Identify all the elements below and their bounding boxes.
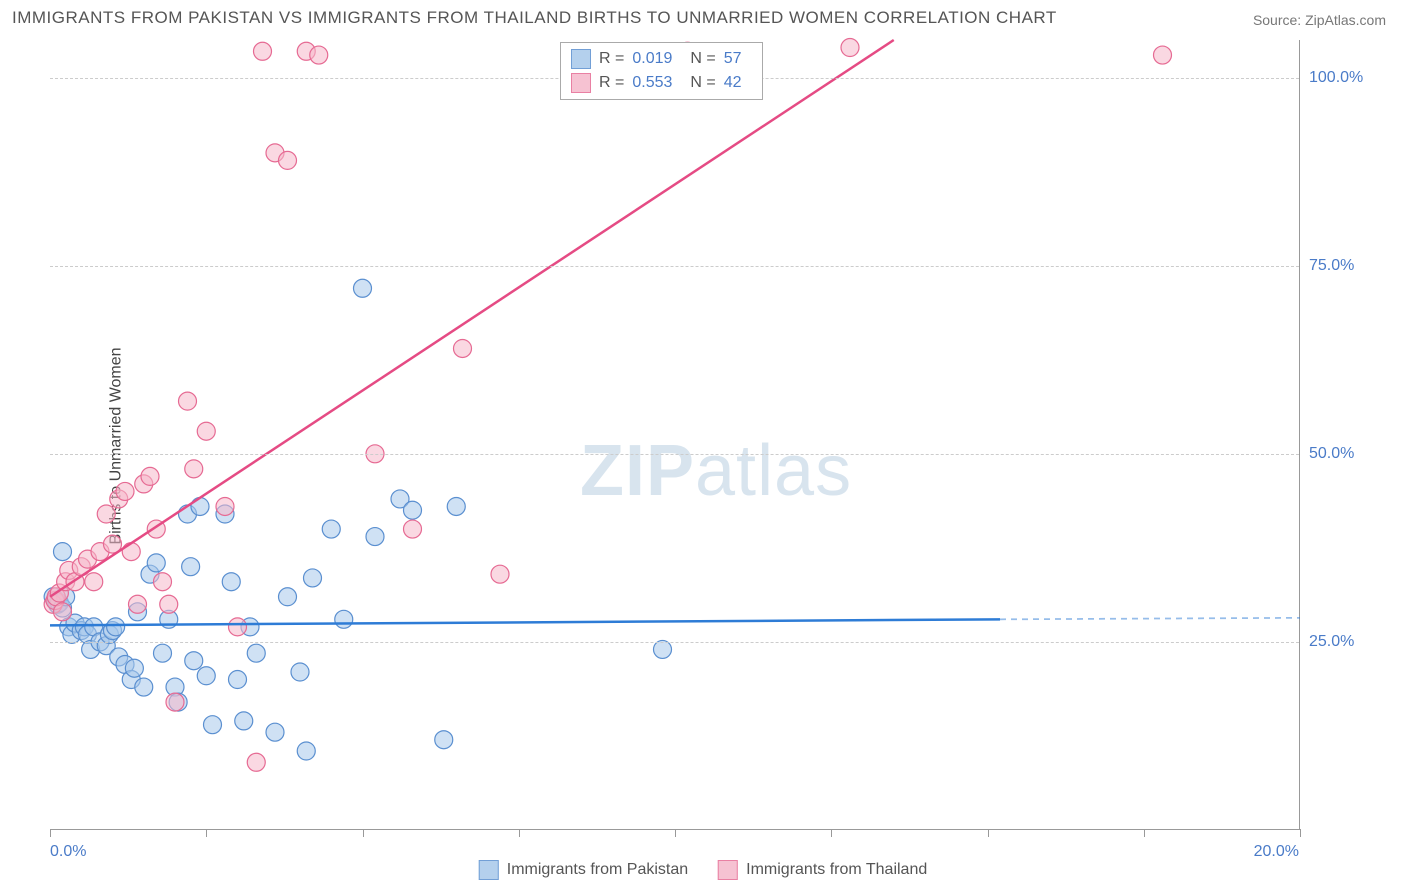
- chart-container: IMMIGRANTS FROM PAKISTAN VS IMMIGRANTS F…: [0, 0, 1406, 892]
- legend-item-pakistan: Immigrants from Pakistan: [479, 860, 688, 880]
- data-point: [54, 603, 72, 621]
- data-point: [179, 392, 197, 410]
- data-point: [447, 497, 465, 515]
- data-point: [160, 595, 178, 613]
- data-point: [841, 39, 859, 57]
- gridline-h: [50, 454, 1299, 455]
- data-point: [135, 678, 153, 696]
- data-point: [454, 339, 472, 357]
- x-tick: [206, 829, 207, 837]
- swatch-pakistan-icon: [479, 860, 499, 880]
- legend-item-thailand: Immigrants from Thailand: [718, 860, 927, 880]
- data-point: [404, 520, 422, 538]
- x-label-min: 0.0%: [50, 843, 86, 861]
- x-tick: [50, 829, 51, 837]
- data-point: [185, 460, 203, 478]
- data-point: [310, 46, 328, 64]
- data-point: [147, 554, 165, 572]
- data-point: [435, 731, 453, 749]
- legend-row-thailand: R = 0.553 N = 42: [571, 71, 752, 95]
- data-point: [154, 573, 172, 591]
- data-point: [141, 467, 159, 485]
- data-point: [166, 693, 184, 711]
- data-point: [204, 716, 222, 734]
- data-point: [125, 659, 143, 677]
- correlation-legend: R = 0.019 N = 57 R = 0.553 N = 42: [560, 42, 763, 100]
- data-point: [297, 742, 315, 760]
- data-point: [116, 482, 134, 500]
- r-value-pakistan: 0.019: [632, 50, 672, 68]
- gridline-h: [50, 266, 1299, 267]
- x-tick: [363, 829, 364, 837]
- n-value-pakistan: 57: [724, 50, 742, 68]
- r-label: R =: [599, 74, 624, 92]
- data-point: [279, 151, 297, 169]
- chart-svg: [50, 40, 1299, 829]
- legend-label-pakistan: Immigrants from Pakistan: [507, 861, 688, 879]
- gridline-h: [50, 642, 1299, 643]
- x-tick: [831, 829, 832, 837]
- data-point: [122, 543, 140, 561]
- regression-line: [50, 40, 894, 597]
- series-legend: Immigrants from Pakistan Immigrants from…: [479, 860, 928, 880]
- r-label: R =: [599, 50, 624, 68]
- data-point: [491, 565, 509, 583]
- data-point: [247, 753, 265, 771]
- x-tick: [1144, 829, 1145, 837]
- y-tick-label: 50.0%: [1309, 445, 1369, 463]
- data-point: [107, 618, 125, 636]
- data-point: [216, 497, 234, 515]
- n-label: N =: [690, 50, 715, 68]
- data-point: [191, 497, 209, 515]
- data-point: [229, 618, 247, 636]
- x-label-max: 20.0%: [1254, 843, 1299, 861]
- r-value-thailand: 0.553: [632, 74, 672, 92]
- swatch-thailand-icon: [718, 860, 738, 880]
- data-point: [54, 543, 72, 561]
- data-point: [154, 644, 172, 662]
- legend-row-pakistan: R = 0.019 N = 57: [571, 47, 752, 71]
- y-tick-label: 25.0%: [1309, 633, 1369, 651]
- data-point: [291, 663, 309, 681]
- y-tick-label: 75.0%: [1309, 257, 1369, 275]
- x-tick: [519, 829, 520, 837]
- data-point: [322, 520, 340, 538]
- source-attribution: Source: ZipAtlas.com: [1253, 12, 1386, 28]
- data-point: [266, 723, 284, 741]
- data-point: [129, 595, 147, 613]
- data-point: [335, 610, 353, 628]
- regression-line: [50, 619, 1000, 625]
- data-point: [235, 712, 253, 730]
- plot-area: ZIPatlas 25.0%50.0%75.0%100.0%0.0%20.0%: [50, 40, 1300, 830]
- x-tick: [675, 829, 676, 837]
- data-point: [1154, 46, 1172, 64]
- data-point: [354, 279, 372, 297]
- legend-label-thailand: Immigrants from Thailand: [746, 861, 927, 879]
- data-point: [247, 644, 265, 662]
- regression-extrapolation: [1000, 618, 1300, 620]
- data-point: [366, 528, 384, 546]
- n-label: N =: [690, 74, 715, 92]
- swatch-pakistan: [571, 49, 591, 69]
- data-point: [279, 588, 297, 606]
- data-point: [85, 573, 103, 591]
- y-tick-label: 100.0%: [1309, 69, 1369, 87]
- data-point: [197, 667, 215, 685]
- data-point: [182, 558, 200, 576]
- swatch-thailand: [571, 73, 591, 93]
- data-point: [254, 42, 272, 60]
- data-point: [97, 505, 115, 523]
- data-point: [229, 671, 247, 689]
- data-point: [222, 573, 240, 591]
- x-tick: [988, 829, 989, 837]
- chart-title: IMMIGRANTS FROM PAKISTAN VS IMMIGRANTS F…: [12, 8, 1057, 28]
- data-point: [185, 652, 203, 670]
- data-point: [197, 422, 215, 440]
- n-value-thailand: 42: [724, 74, 742, 92]
- data-point: [404, 501, 422, 519]
- data-point: [654, 640, 672, 658]
- x-tick: [1300, 829, 1301, 837]
- data-point: [304, 569, 322, 587]
